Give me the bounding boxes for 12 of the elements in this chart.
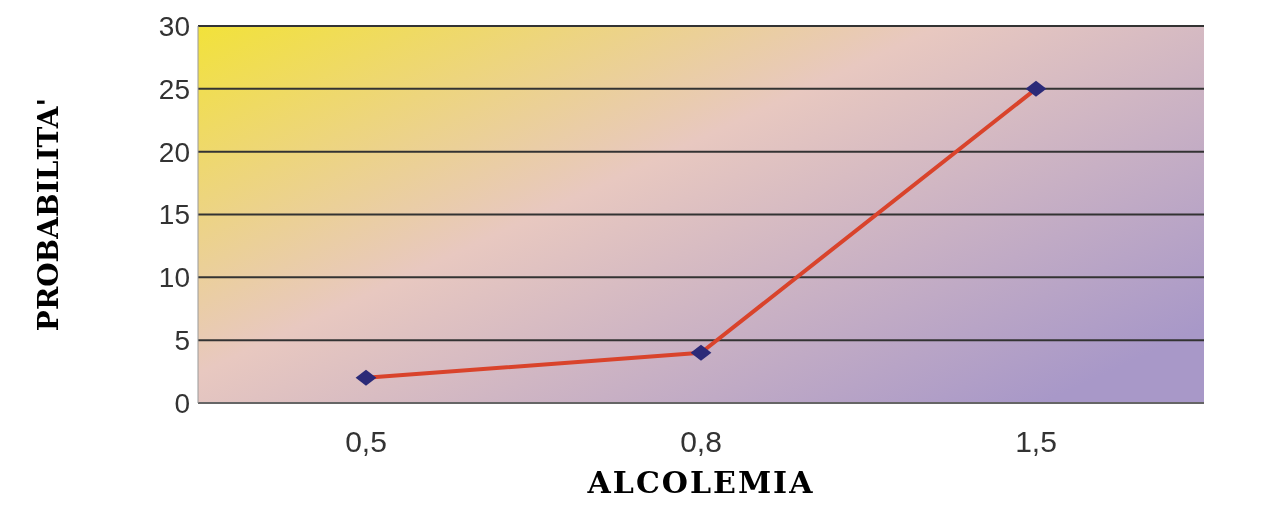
y-tick-label: 25 — [158, 73, 190, 105]
y-axis-title: PROBABILITA' — [31, 97, 65, 332]
y-tick-label: 20 — [158, 136, 190, 168]
x-tick-label: 0,5 — [345, 425, 387, 459]
x-axis-title: ALCOLEMIA — [586, 465, 815, 500]
y-tick-label: 0 — [174, 387, 190, 419]
y-tick-label: 30 — [158, 10, 190, 42]
y-tick-label: 5 — [174, 325, 190, 357]
y-tick-label: 10 — [158, 262, 190, 294]
x-tick-label: 0,8 — [680, 425, 722, 459]
y-tick-label: 15 — [158, 199, 190, 231]
x-tick-label: 1,5 — [1015, 425, 1057, 459]
